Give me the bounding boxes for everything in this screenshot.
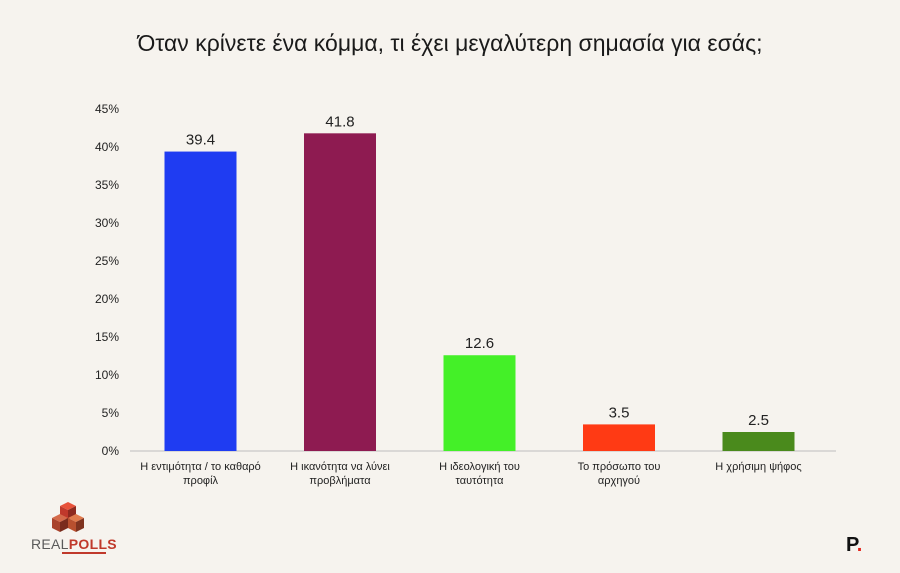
y-tick-label: 45% [95,102,119,116]
y-tick-label: 35% [95,178,119,192]
x-tick-labels: Η εντιμότητα / το καθαρό προφίλ Η ικανότητ… [140,461,802,487]
logo-text-real: REAL [31,536,69,552]
bar [583,424,655,451]
y-tick-label: 0% [102,444,120,458]
y-tick-label: 25% [95,254,119,268]
logo-tagline-line [62,552,106,554]
data-label: 2.5 [748,412,769,429]
y-tick-label: 30% [95,216,119,230]
x-tick-label: Το πρόσωπο του αρχηγού [578,461,661,487]
bar [443,355,516,451]
y-tick-label: 5% [102,406,120,420]
data-label: 39.4 [186,132,215,149]
bars [164,133,795,451]
data-label: 12.6 [465,335,494,352]
bar [304,133,376,451]
y-tick-label: 20% [95,292,119,306]
data-labels: 39.4 41.8 12.6 3.5 2.5 [186,113,769,429]
x-tick-label: Η εντιμότητα / το καθαρό προφίλ [140,461,261,487]
x-tick-label: Η ιδεολογική του ταυτότητα [439,461,520,487]
y-tick-label: 40% [95,140,119,154]
publisher-logo-letter: P [846,534,857,556]
logo-text-polls: POLLS [68,536,117,552]
chart-title: Όταν κρίνετε ένα κόμμα, τι έχει μεγαλύτε… [137,30,763,56]
data-label: 3.5 [609,404,630,421]
x-tick-label: Η ικανότητα να λύνει προβλήματα [290,461,390,487]
bar [722,432,795,451]
publisher-logo-dot: . [856,534,863,556]
y-tick-label: 10% [95,368,119,382]
x-tick-label: Η χρήσιμη ψήφος [715,461,801,473]
bar-chart: 0% 5% 10% 15% 20% 25% 30% 35% 40% 45% 39.4 41.8 12.… [95,102,836,487]
realpolls-cube-icon [52,502,84,532]
data-label: 41.8 [325,113,354,130]
publisher-logo: P. [846,534,862,557]
bar [164,151,237,451]
y-tick-label: 15% [95,330,119,344]
y-axis: 0% 5% 10% 15% 20% 25% 30% 35% 40% 45% [95,102,119,458]
